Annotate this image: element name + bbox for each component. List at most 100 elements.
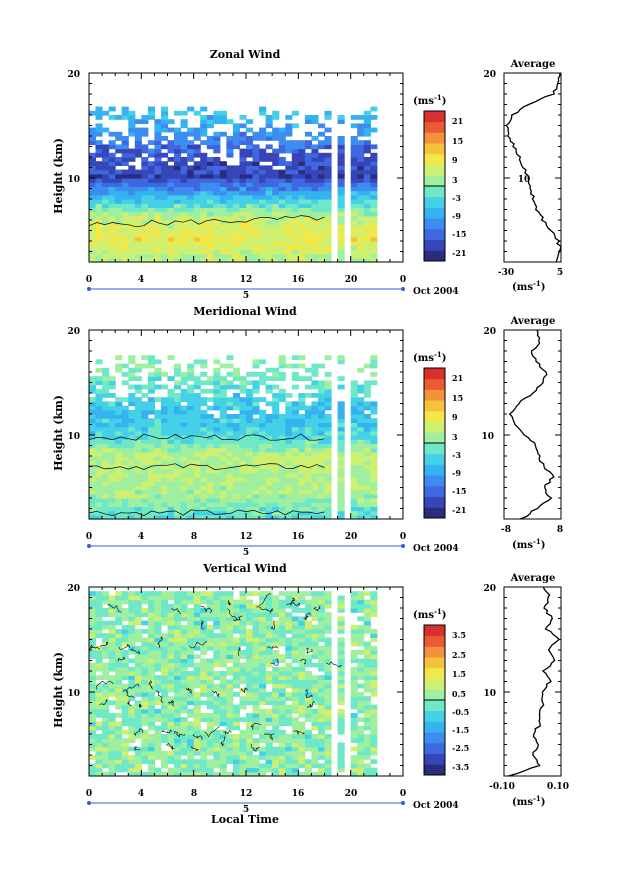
heatmap-cell [350, 506, 358, 512]
heatmap-cell [370, 409, 378, 415]
heatmap-cell [180, 228, 188, 234]
heatmap-cell [147, 734, 155, 739]
heatmap-cell [121, 498, 129, 503]
heatmap-cell [141, 451, 149, 457]
heatmap-cell [161, 414, 169, 419]
heatmap-cell [174, 372, 182, 377]
heatmap-cell [304, 228, 312, 234]
heatmap-cell [226, 380, 234, 386]
heatmap-cell [174, 612, 182, 617]
heatmap-cell [226, 228, 234, 234]
heatmap-cell [161, 426, 169, 432]
heatmap-cell [246, 169, 254, 175]
heatmap-cell [174, 380, 182, 386]
heatmap-cell [95, 401, 103, 407]
heatmap-cell [180, 161, 188, 166]
heatmap-cell [134, 759, 142, 764]
heatmap-cell [141, 430, 149, 436]
heatmap-cell [154, 612, 162, 617]
heatmap-cell [304, 182, 312, 187]
heatmap-cell [259, 249, 267, 255]
heatmap-cell [95, 755, 103, 760]
heatmap-cell [187, 624, 195, 630]
heatmap-cell [226, 700, 234, 706]
heatmap-cell [272, 148, 280, 154]
heatmap-cell [161, 169, 169, 175]
heatmap-cell [206, 687, 214, 693]
heatmap-cell [291, 422, 299, 428]
heatmap-cell [278, 746, 286, 752]
heatmap-cell [89, 451, 97, 457]
heatmap-cell [200, 489, 208, 495]
heatmap-cell [193, 679, 201, 685]
heatmap-cell [193, 447, 201, 453]
heatmap-cell [226, 460, 234, 465]
heatmap-cell [180, 683, 188, 689]
heatmap-cell [187, 144, 195, 150]
heatmap-cell [167, 388, 175, 394]
heatmap-cell [128, 194, 136, 200]
heatmap-cell [232, 228, 240, 234]
heatmap-cell [278, 612, 286, 617]
heatmap-cell [350, 608, 358, 613]
heatmap-cell [259, 612, 267, 617]
contour-line [165, 742, 175, 751]
heatmap-cell [272, 241, 280, 246]
colorbar-swatch [424, 207, 445, 219]
heatmap-cell [95, 738, 103, 743]
heatmap-cell [370, 169, 378, 175]
heatmap-cell [200, 620, 208, 626]
heatmap-cell [304, 489, 312, 495]
heatmap-cell [219, 207, 227, 213]
heatmap-cell [134, 430, 142, 436]
heatmap-cell [213, 245, 221, 250]
heatmap-cell [304, 692, 312, 697]
heatmap-cell [265, 650, 273, 655]
heatmap-cell [187, 763, 195, 769]
heatmap-cell [265, 510, 273, 516]
heatmap-cell [304, 224, 312, 229]
heatmap-cell [115, 409, 123, 415]
heatmap-cell [121, 641, 129, 647]
heatmap-cell [357, 671, 365, 676]
heatmap-cell [226, 477, 234, 482]
heatmap-cell [324, 506, 332, 512]
heatmap-cell [272, 687, 280, 693]
heatmap-cell [187, 194, 195, 200]
heatmap-cell [318, 763, 326, 769]
heatmap-cell [239, 194, 247, 200]
heatmap-cell [213, 393, 221, 398]
heatmap-cell [350, 671, 358, 676]
heatmap-cell [89, 194, 97, 200]
heatmap-cell [121, 157, 129, 162]
heatmap-cell [180, 502, 188, 507]
heatmap-cell [95, 199, 103, 204]
contour-line [148, 680, 153, 690]
heatmap-cell [121, 228, 129, 234]
heatmap-cell [291, 759, 299, 764]
heatmap-cell [291, 161, 299, 166]
heatmap-cell [278, 236, 286, 242]
heatmap-cell [108, 245, 116, 250]
heatmap-cell [318, 734, 326, 739]
heatmap-cell [350, 257, 358, 263]
heatmap-cell [259, 422, 267, 428]
heatmap-cell [213, 249, 221, 255]
heatmap-cell [318, 742, 326, 748]
heatmap-cell [161, 236, 169, 242]
heatmap-cell [108, 203, 116, 208]
heatmap-cell [318, 704, 326, 710]
heatmap-cell [265, 498, 273, 503]
heatmap-cell [187, 595, 195, 601]
heatmap-cell [134, 203, 142, 208]
heatmap-cell [259, 608, 267, 613]
heatmap-cell [167, 750, 175, 756]
heatmap-cell [350, 426, 358, 432]
heatmap-cell [174, 414, 182, 419]
heatmap-cell [161, 493, 169, 499]
heatmap-cell [246, 687, 254, 693]
heatmap-cell [154, 485, 162, 491]
heatmap-cell [213, 696, 221, 701]
heatmap-cell [128, 468, 136, 474]
heatmap-cell [174, 203, 182, 208]
